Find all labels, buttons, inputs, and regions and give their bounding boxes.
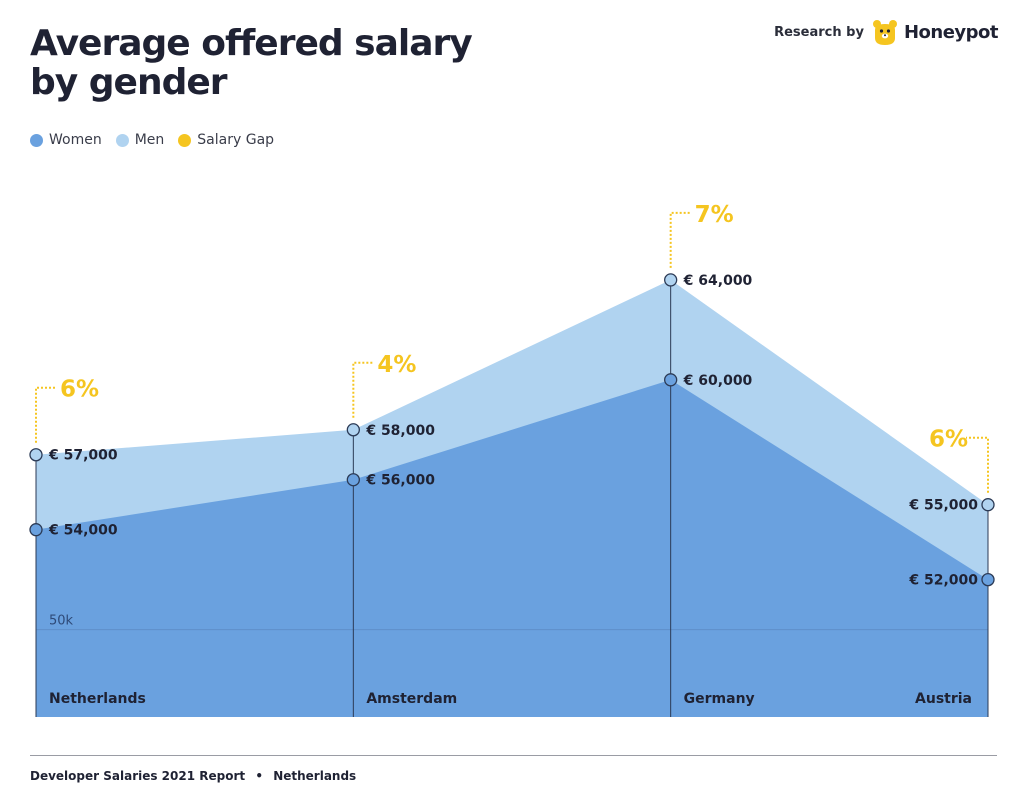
men-marker (981, 498, 995, 512)
title-line-2: by gender (30, 62, 228, 103)
men-value-label: € 64,000 (683, 273, 753, 289)
salary-gap-label: 4% (377, 352, 416, 378)
legend-dot-women (30, 133, 43, 147)
honeypot-bear-icon (872, 20, 897, 45)
legend-item-salary-gap: Salary Gap (178, 132, 274, 148)
title-line-1: Average offered salary (30, 23, 473, 64)
legend-item-men: Men (115, 132, 165, 148)
footer-divider (30, 755, 997, 756)
salary-gap-bracket (352, 361, 374, 418)
salary-gap-label: 6% (60, 377, 99, 403)
men-value-label: € 57,000 (48, 448, 118, 464)
salary-gap-bracket (35, 386, 56, 443)
legend-label-men: Men (134, 132, 165, 148)
salary-gap-bracket (669, 211, 691, 268)
women-marker (981, 572, 995, 587)
legend-item-women: Women (30, 132, 102, 148)
category-label: Amsterdam (366, 691, 457, 707)
women-marker (664, 373, 678, 387)
salary-gap-bracket (966, 436, 989, 493)
brand-name: Honeypot (903, 21, 999, 43)
footer-separator: • (255, 769, 263, 783)
men-value-label: € 58,000 (365, 423, 435, 439)
salary-gap-label: 7% (695, 202, 734, 228)
brand-prefix: Research by (774, 24, 864, 40)
women-marker (346, 473, 360, 487)
legend-label-women: Women (49, 132, 102, 148)
legend-dot-men (115, 133, 129, 147)
women-value-label: € 54,000 (48, 523, 118, 539)
salary-gap-label: 6% (929, 427, 968, 453)
gridline-label: 50k (49, 614, 74, 629)
legend-label-salary-gap: Salary Gap (197, 132, 275, 148)
footer-report: Developer Salaries 2021 Report (30, 769, 246, 783)
women-value-label: € 56,000 (365, 473, 435, 489)
men-marker (346, 423, 360, 437)
women-value-label: € 60,000 (683, 373, 753, 389)
men-value-label: € 55,000 (908, 498, 978, 514)
men-marker (664, 273, 678, 287)
men-marker (29, 448, 43, 462)
women-area (36, 379, 988, 717)
category-label: Austria (915, 691, 972, 707)
legend-dot-salary-gap (178, 133, 192, 147)
footer: Developer Salaries 2021 Report • Netherl… (30, 769, 356, 783)
page-title: Average offered salary by gender (30, 23, 473, 103)
category-label: Germany (684, 691, 755, 707)
category-label: Netherlands (49, 691, 146, 707)
brand: Research by Honeypot (774, 18, 999, 46)
women-marker (29, 523, 43, 537)
women-value-label: € 52,000 (908, 573, 978, 589)
chart-legend: Women Men Salary Gap (30, 132, 274, 148)
footer-country: Netherlands (273, 769, 357, 783)
